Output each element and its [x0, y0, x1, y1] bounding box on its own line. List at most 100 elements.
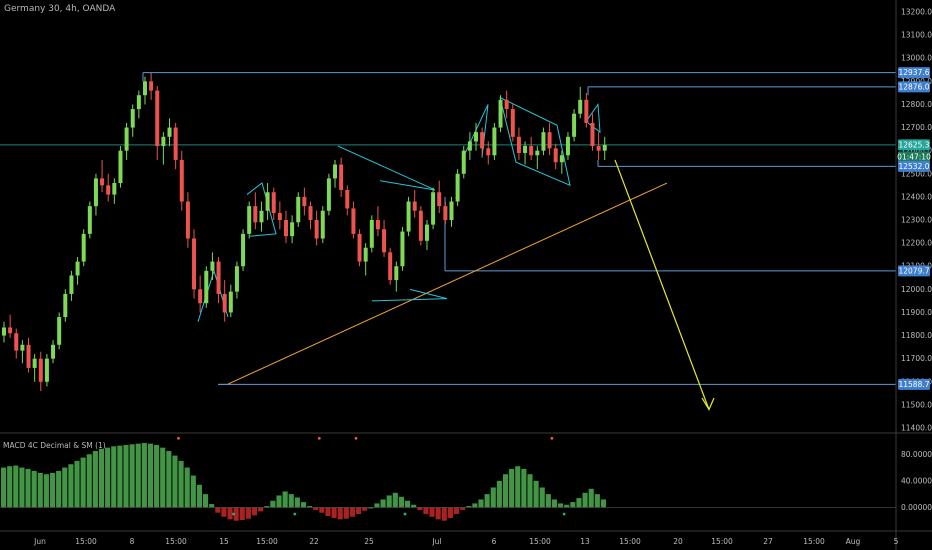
candle-body	[394, 266, 399, 281]
macd-bar	[1, 467, 7, 508]
candle-body	[363, 247, 368, 262]
candle-body	[173, 127, 178, 160]
macd-bar	[392, 492, 398, 508]
macd-bar	[356, 507, 362, 515]
candle-body	[351, 208, 356, 234]
macd-bar	[447, 507, 453, 519]
macd-bar	[56, 470, 62, 508]
macd-bar	[74, 460, 80, 508]
candle-body	[277, 213, 282, 220]
candle-body	[498, 99, 503, 128]
candle-body	[179, 159, 184, 202]
time-tick-label: 15:00	[256, 537, 278, 546]
macd-bar	[80, 457, 86, 508]
macd-bar	[496, 480, 502, 508]
macd-bar	[539, 487, 545, 508]
candle-body	[314, 220, 319, 239]
candle-body	[308, 206, 313, 220]
level-lines	[0, 72, 896, 385]
macd-bar	[43, 474, 49, 508]
candle-body	[553, 148, 558, 163]
candle-body	[106, 185, 111, 195]
candle-body	[75, 261, 80, 276]
macd-bar	[509, 468, 515, 508]
macd-bar	[325, 507, 331, 517]
price-tick-label: 11700.0	[901, 354, 932, 363]
macd-bar	[239, 507, 245, 521]
candle-body	[375, 220, 380, 230]
macd-bar	[527, 474, 533, 508]
macd-bar	[19, 467, 25, 508]
candle-body	[118, 150, 123, 184]
candle-body	[535, 150, 540, 156]
drawing-tools	[197, 97, 715, 411]
candle-body	[320, 210, 325, 239]
candle-body	[467, 141, 472, 151]
candle-body	[57, 317, 62, 345]
macd-bar	[588, 488, 594, 508]
price-tick-label: 12000.0	[901, 285, 932, 294]
candle-body	[234, 266, 239, 292]
candle-body	[541, 132, 546, 151]
indicator-tick-label: 0.000000	[901, 503, 932, 512]
time-tick-label: 15	[219, 537, 229, 546]
time-tick-label: Jul	[431, 537, 441, 546]
time-tick-label: 6	[492, 537, 497, 546]
price-tag-resistance	[898, 81, 930, 93]
signal-dot	[177, 436, 180, 440]
candle-body	[228, 291, 233, 313]
price-tick-label: 12300.0	[901, 216, 932, 225]
macd-bar	[98, 448, 105, 508]
macd-bar	[62, 467, 68, 508]
macd-bar	[190, 475, 196, 508]
candle-body	[412, 201, 417, 211]
price-tag-last_price	[898, 139, 930, 151]
chart-title: Germany 30, 4h, OANDA	[4, 4, 116, 14]
candle-body	[296, 196, 301, 223]
time-tick-label: 15:00	[165, 537, 187, 546]
macd-bar	[331, 507, 337, 519]
candle-body	[443, 206, 448, 220]
macd-bar	[264, 506, 270, 508]
macd-bar	[558, 503, 564, 508]
macd-bar	[600, 499, 606, 508]
price-tick-label: 11800.0	[901, 331, 932, 340]
price-tag-label: 11588.7	[898, 380, 929, 389]
candle-body	[142, 81, 147, 96]
macd-bar	[307, 506, 313, 508]
time-tick-label: 13	[580, 537, 590, 546]
macd-bar	[135, 443, 141, 508]
price-tick-label: 12900.0	[901, 77, 932, 86]
candle-body	[418, 210, 423, 241]
price-tick-label: 12200.0	[901, 239, 932, 248]
macd-bar	[245, 507, 251, 519]
macd-bar	[576, 498, 582, 508]
macd-bar	[380, 499, 386, 508]
macd-bar	[221, 507, 227, 517]
candle-body	[382, 229, 387, 253]
time-tick-label: 8	[130, 537, 135, 546]
candle-body	[216, 261, 221, 294]
macd-bar	[154, 444, 160, 508]
candle-body	[32, 358, 37, 368]
candle-body	[302, 196, 307, 207]
macd-bar	[313, 507, 319, 511]
candle-body	[437, 192, 442, 207]
macd-bar	[288, 494, 294, 508]
macd-bar	[129, 444, 135, 508]
time-tick-label: 20	[673, 537, 683, 546]
macd-bar	[490, 487, 496, 508]
price-tag-resistance	[898, 67, 930, 79]
time-tick-label: 15:00	[711, 537, 733, 546]
candle-body	[167, 127, 172, 137]
candle-body	[449, 201, 454, 220]
candle-body	[192, 238, 197, 290]
price-tag-countdown	[898, 151, 930, 163]
macd-bar	[564, 504, 570, 508]
candle-body	[155, 90, 160, 147]
price-tag-label: 01:47:10	[897, 152, 931, 161]
candle-body	[247, 206, 252, 234]
candle-body	[388, 252, 393, 281]
